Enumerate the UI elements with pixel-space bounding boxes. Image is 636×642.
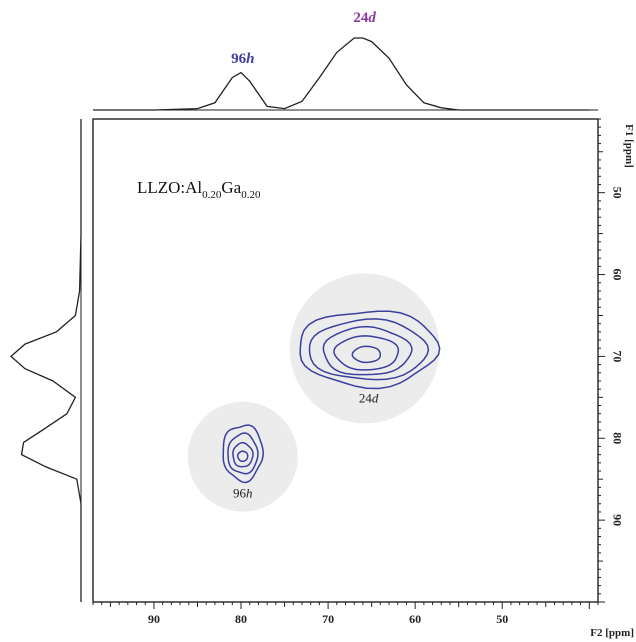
x-tick-label: 90: [148, 612, 160, 626]
y-tick-label: 90: [610, 514, 624, 526]
contour-96h: [222, 424, 265, 484]
top-peak-label-24d: 24d: [353, 10, 376, 26]
contour-96h: [227, 432, 259, 475]
x-tick-label: 80: [235, 612, 247, 626]
x-axis-ticks: [92, 602, 599, 609]
y-axis-tick-labels: 50 60 70 80 90: [610, 187, 624, 526]
y-tick-label: 80: [610, 432, 624, 444]
contour-24d: [333, 335, 400, 371]
contours-96h: [222, 424, 265, 484]
y-tick-label: 50: [610, 187, 624, 199]
y-axis-title: F1 [ppm]: [623, 124, 635, 168]
contour-24d: [308, 318, 430, 381]
top-projection-trace: [93, 37, 590, 111]
contour-24d: [322, 325, 413, 376]
region-label-96h: 96h: [233, 486, 253, 501]
region-label-24d: 24d: [359, 390, 379, 405]
contour-24d: [351, 345, 382, 364]
x-axis-tick-labels: 90 80 70 60 50: [148, 612, 508, 626]
highlight-circle-96h: [187, 401, 298, 512]
y-tick-label: 70: [610, 350, 624, 362]
y-tick-label: 60: [610, 269, 624, 281]
x-tick-label: 70: [322, 612, 334, 626]
sample-label: LLZO:Al0.20Ga0.20: [137, 178, 261, 201]
contour-24d: [299, 310, 441, 390]
x-axis-title: F2 [ppm]: [590, 627, 634, 639]
x-tick-label: 50: [496, 612, 508, 626]
contours-24d: [299, 310, 441, 390]
y-axis-ticks: [598, 118, 605, 603]
contour-96h: [232, 441, 254, 468]
contour-96h: [236, 450, 249, 462]
left-projection-trace: [10, 119, 82, 602]
highlight-circle-24d: [289, 273, 440, 424]
top-peak-label-96h: 96h: [231, 51, 254, 67]
x-tick-label: 60: [409, 612, 421, 626]
